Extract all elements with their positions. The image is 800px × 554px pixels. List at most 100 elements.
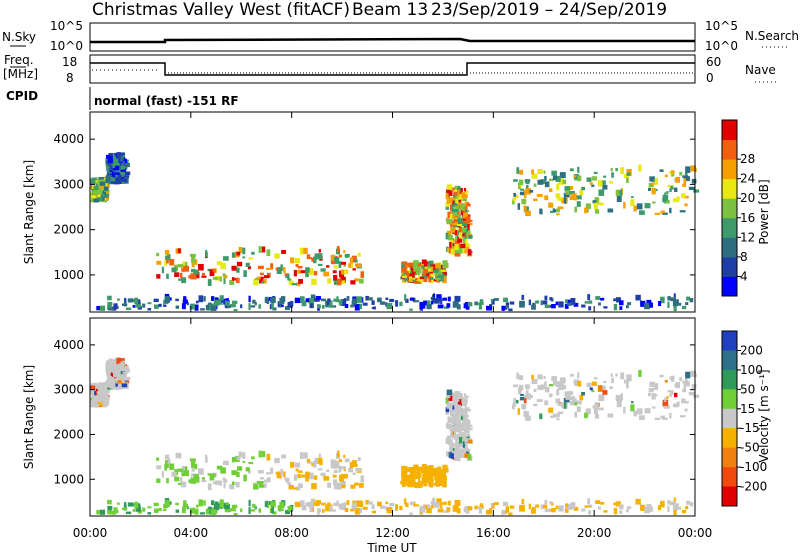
- power-cell: [454, 249, 460, 254]
- power-cell: [631, 196, 634, 199]
- velocity-cell: [421, 477, 428, 484]
- velocity-cell: [556, 388, 560, 396]
- velocity-cell: [90, 385, 96, 390]
- velocity-cell: [577, 372, 580, 379]
- power-cell: [401, 263, 405, 268]
- velocity-colorbar-tick: -50: [740, 441, 760, 455]
- freq-left-tick-bottom: 8: [66, 71, 74, 85]
- velocity-cell: [350, 467, 353, 473]
- power-cell: [519, 169, 524, 175]
- power-cell: [306, 257, 313, 260]
- velocity-cell: [113, 507, 118, 514]
- velocity-cell: [107, 361, 113, 369]
- velocity-cell: [523, 395, 529, 399]
- power-cell: [354, 278, 359, 282]
- velocity-cell: [437, 473, 443, 480]
- velocity-cell: [336, 450, 340, 457]
- velocity-cell: [442, 501, 448, 505]
- velocity-cell: [686, 500, 691, 505]
- velocity-cell: [461, 423, 467, 429]
- power-cell: [544, 304, 551, 309]
- power-cell: [529, 189, 534, 193]
- power-cell: [442, 271, 447, 276]
- velocity-cell: [389, 502, 395, 507]
- power-cell: [175, 298, 179, 302]
- power-cell: [248, 257, 254, 260]
- cpid-label: CPID: [6, 89, 38, 103]
- velocity-cell: [449, 447, 455, 453]
- power-cell: [587, 294, 591, 301]
- power-cell: [313, 256, 317, 264]
- velocity-cell: [552, 380, 558, 386]
- velocity-cell: [455, 403, 459, 410]
- velocity-cell: [220, 506, 223, 509]
- power-cell: [385, 297, 389, 301]
- power-cell: [626, 168, 632, 176]
- power-cell: [360, 271, 365, 278]
- velocity-cell: [306, 458, 311, 463]
- power-cell: [436, 294, 442, 302]
- velocity-cell: [452, 427, 458, 430]
- velocity-cell: [565, 395, 571, 400]
- power-cell: [333, 265, 338, 269]
- power-cell: [297, 265, 303, 269]
- power-cell: [457, 189, 460, 197]
- power-cell: [409, 266, 414, 270]
- power-cell: [107, 175, 112, 178]
- velocity-cell: [451, 413, 455, 420]
- power-cell: [264, 297, 268, 303]
- colorbar-segment: [722, 408, 737, 429]
- power-cell: [358, 278, 364, 284]
- power-cell: [549, 210, 555, 213]
- velocity-cell: [350, 484, 356, 489]
- power-cell: [314, 253, 320, 260]
- power-cell: [461, 227, 466, 233]
- velocity-cell: [407, 474, 412, 479]
- velocity-cell: [197, 468, 204, 475]
- power-cell: [557, 206, 564, 210]
- power-cell: [125, 162, 130, 168]
- power-cell: [183, 296, 187, 302]
- freq-panel-frame: [89, 54, 696, 84]
- power-cell: [691, 178, 697, 184]
- power-y-axis-label: Slant Range [km]: [22, 160, 36, 264]
- power-cell: [651, 182, 655, 185]
- velocity-cell: [589, 387, 593, 391]
- power-cell: [330, 260, 335, 265]
- velocity-cell: [240, 508, 243, 513]
- power-cell: [120, 155, 124, 162]
- power-cell: [574, 197, 578, 201]
- power-cell: [340, 276, 346, 283]
- velocity-cell: [544, 499, 548, 505]
- power-cell: [435, 263, 441, 269]
- power-cell: [683, 178, 687, 185]
- power-cell: [664, 174, 668, 178]
- velocity-cell: [449, 393, 453, 398]
- power-cell: [649, 176, 655, 182]
- velocity-cell: [242, 460, 246, 463]
- power-cell: [135, 302, 141, 308]
- power-cell: [395, 300, 399, 307]
- velocity-cell: [457, 435, 460, 440]
- power-cell: [287, 302, 293, 308]
- power-cell: [413, 260, 419, 268]
- power-cell: [464, 232, 467, 240]
- velocity-cell: [317, 508, 321, 513]
- velocity-cell: [194, 508, 199, 515]
- velocity-cell: [423, 474, 429, 478]
- power-cell: [519, 300, 525, 308]
- power-cell: [523, 205, 527, 212]
- velocity-cell: [512, 401, 517, 407]
- velocity-cell: [585, 408, 591, 414]
- velocity-cell: [333, 479, 338, 486]
- velocity-cell: [555, 381, 561, 388]
- velocity-cell: [685, 371, 691, 379]
- power-cell: [573, 175, 577, 178]
- power-cell: [165, 255, 168, 260]
- power-cell: [516, 167, 520, 174]
- power-cell: [303, 247, 308, 255]
- velocity-cell: [119, 358, 125, 364]
- velocity-cell: [235, 481, 240, 488]
- power-colorbar-tick: 4: [740, 269, 748, 283]
